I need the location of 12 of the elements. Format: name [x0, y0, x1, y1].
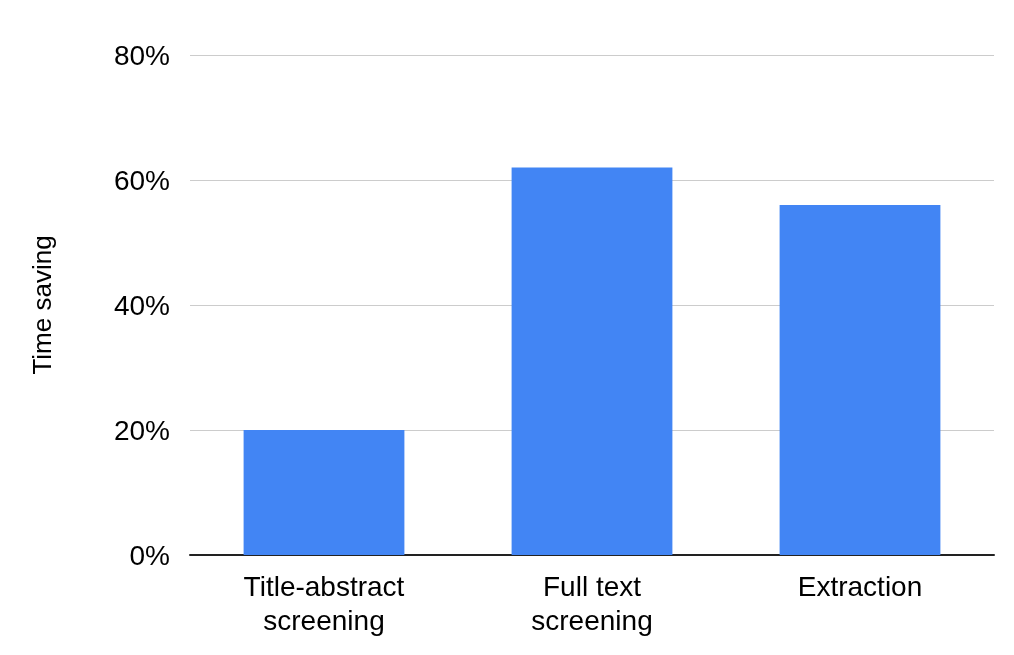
x-tick-label: Full text screening	[531, 570, 653, 636]
y-tick-label: 20%	[113, 414, 170, 446]
x-tick-label: Title-abstract screening	[243, 570, 405, 636]
y-tick-label: 60%	[113, 164, 170, 196]
bar	[779, 205, 941, 555]
y-tick-label: 40%	[113, 289, 170, 321]
bar	[511, 167, 673, 555]
bar	[243, 430, 405, 555]
y-tick-label: 80%	[113, 39, 170, 71]
y-axis-title: Time saving	[27, 235, 57, 375]
x-tick-label: Extraction	[797, 570, 923, 602]
y-tick-label: 0%	[129, 539, 170, 571]
